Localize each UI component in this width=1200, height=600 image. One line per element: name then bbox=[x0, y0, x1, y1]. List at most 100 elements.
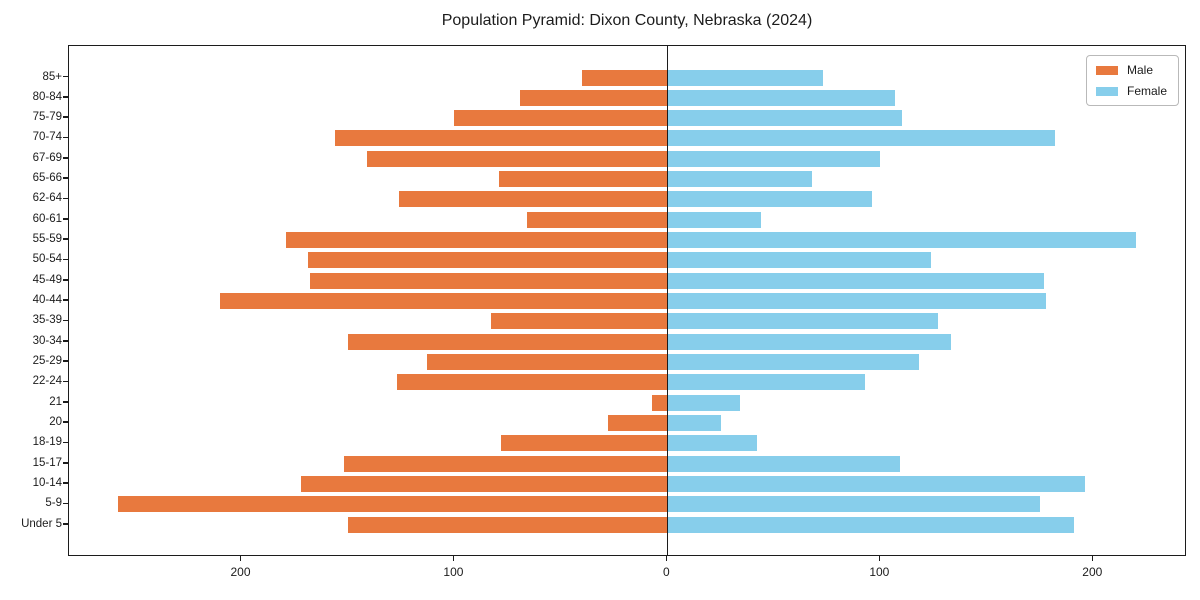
y-tick-label-25-29: 25-29 bbox=[32, 355, 62, 368]
y-tick-mark bbox=[63, 523, 68, 525]
bar-female-25-29 bbox=[667, 354, 919, 371]
y-tick-label-5-9: 5-9 bbox=[45, 497, 62, 510]
legend: Male Female bbox=[1085, 55, 1179, 106]
legend-label-male: Male bbox=[1126, 63, 1153, 77]
bar-male-15-17 bbox=[343, 455, 668, 472]
bar-female-35-39 bbox=[667, 313, 938, 330]
y-tick-mark bbox=[63, 177, 68, 179]
y-tick-label-22-24: 22-24 bbox=[32, 375, 62, 388]
y-tick-label-60-61: 60-61 bbox=[32, 212, 62, 225]
y-tick-mark bbox=[63, 482, 68, 484]
bar-female-21 bbox=[667, 394, 740, 411]
x-tick-mark bbox=[1091, 556, 1094, 561]
x-tick-label-200: 200 bbox=[230, 565, 251, 579]
bar-male-10-14 bbox=[301, 476, 668, 493]
zero-axis-line bbox=[666, 46, 669, 555]
bar-female-67-69 bbox=[667, 150, 881, 167]
y-tick-label-55-59: 55-59 bbox=[32, 233, 62, 246]
y-tick-label-62-64: 62-64 bbox=[32, 192, 62, 205]
y-tick-label-18-19: 18-19 bbox=[32, 436, 62, 449]
y-tick-label-20: 20 bbox=[49, 416, 62, 429]
x-tick-mark bbox=[239, 556, 242, 561]
x-tick-label-200: 200 bbox=[1082, 565, 1103, 579]
bar-female-60-61 bbox=[667, 211, 762, 228]
bar-female-10-14 bbox=[667, 476, 1085, 493]
bar-male-55-59 bbox=[286, 232, 668, 249]
legend-row-female: Female bbox=[1095, 84, 1167, 98]
bar-female-85+ bbox=[667, 69, 823, 86]
bar-male-30-34 bbox=[347, 333, 668, 350]
legend-swatch-male bbox=[1095, 65, 1118, 75]
y-tick-label-30-34: 30-34 bbox=[32, 334, 62, 347]
y-tick-label-40-44: 40-44 bbox=[32, 294, 62, 307]
bar-male-85+ bbox=[582, 69, 668, 86]
y-tick-mark bbox=[63, 401, 68, 403]
bar-male-75-79 bbox=[454, 110, 668, 127]
x-tick-label-0: 0 bbox=[663, 565, 670, 579]
bar-male-67-69 bbox=[367, 150, 668, 167]
bar-female-5-9 bbox=[667, 496, 1041, 513]
y-tick-mark bbox=[63, 319, 68, 322]
y-tick-mark bbox=[63, 421, 68, 423]
y-tick-label-80-84: 80-84 bbox=[32, 90, 62, 103]
bar-male-Under 5 bbox=[347, 516, 668, 533]
y-tick-mark bbox=[63, 136, 68, 139]
bar-male-70-74 bbox=[335, 130, 668, 147]
y-tick-mark bbox=[63, 340, 68, 342]
y-tick-mark bbox=[63, 279, 68, 281]
legend-row-male: Male bbox=[1095, 63, 1167, 77]
bar-male-50-54 bbox=[307, 252, 668, 269]
y-tick-label-21: 21 bbox=[49, 395, 62, 408]
y-tick-label-35-39: 35-39 bbox=[32, 314, 62, 327]
bar-female-15-17 bbox=[667, 455, 900, 472]
y-tick-mark bbox=[63, 96, 68, 98]
y-tick-mark bbox=[63, 441, 68, 444]
plot-area: Male Female bbox=[68, 45, 1186, 556]
y-tick-mark bbox=[63, 197, 68, 200]
bar-male-40-44 bbox=[220, 293, 668, 310]
bar-male-80-84 bbox=[520, 89, 668, 106]
bar-female-18-19 bbox=[667, 435, 757, 452]
y-tick-label-85+: 85+ bbox=[42, 70, 62, 83]
x-tick-label-100: 100 bbox=[869, 565, 890, 579]
y-tick-mark bbox=[63, 502, 68, 505]
x-tick-label-100: 100 bbox=[443, 565, 464, 579]
x-tick-mark bbox=[452, 556, 455, 561]
bar-female-45-49 bbox=[667, 272, 1045, 289]
bar-male-20 bbox=[607, 415, 668, 432]
y-tick-mark bbox=[63, 299, 68, 301]
bar-male-65-66 bbox=[499, 171, 668, 188]
chart-title: Population Pyramid: Dixon County, Nebras… bbox=[441, 12, 813, 29]
y-tick-label-10-14: 10-14 bbox=[32, 477, 62, 490]
bar-male-18-19 bbox=[501, 435, 668, 452]
y-tick-mark bbox=[63, 380, 68, 383]
bar-female-Under 5 bbox=[667, 516, 1075, 533]
bar-male-25-29 bbox=[426, 354, 668, 371]
y-tick-mark bbox=[63, 462, 68, 464]
bar-female-55-59 bbox=[667, 232, 1136, 249]
bar-female-65-66 bbox=[667, 171, 813, 188]
y-tick-label-15-17: 15-17 bbox=[32, 456, 62, 469]
bar-female-62-64 bbox=[667, 191, 872, 208]
y-tick-mark bbox=[63, 258, 68, 261]
bar-female-80-84 bbox=[667, 89, 896, 106]
y-tick-label-65-66: 65-66 bbox=[32, 172, 62, 185]
y-tick-mark bbox=[63, 75, 68, 78]
y-tick-label-75-79: 75-79 bbox=[32, 111, 62, 124]
bar-female-40-44 bbox=[667, 293, 1047, 310]
y-tick-label-50-54: 50-54 bbox=[32, 253, 62, 266]
y-tick-label-70-74: 70-74 bbox=[32, 131, 62, 144]
bar-female-70-74 bbox=[667, 130, 1055, 147]
legend-label-female: Female bbox=[1126, 84, 1167, 98]
bar-female-50-54 bbox=[667, 252, 932, 269]
bar-male-45-49 bbox=[309, 272, 668, 289]
y-tick-label-45-49: 45-49 bbox=[32, 273, 62, 286]
bar-male-60-61 bbox=[526, 211, 668, 228]
bar-male-22-24 bbox=[396, 374, 668, 391]
y-tick-mark bbox=[63, 218, 68, 220]
x-tick-mark bbox=[878, 556, 881, 561]
bar-male-35-39 bbox=[490, 313, 668, 330]
legend-swatch-female bbox=[1095, 86, 1118, 96]
bar-female-22-24 bbox=[667, 374, 866, 391]
